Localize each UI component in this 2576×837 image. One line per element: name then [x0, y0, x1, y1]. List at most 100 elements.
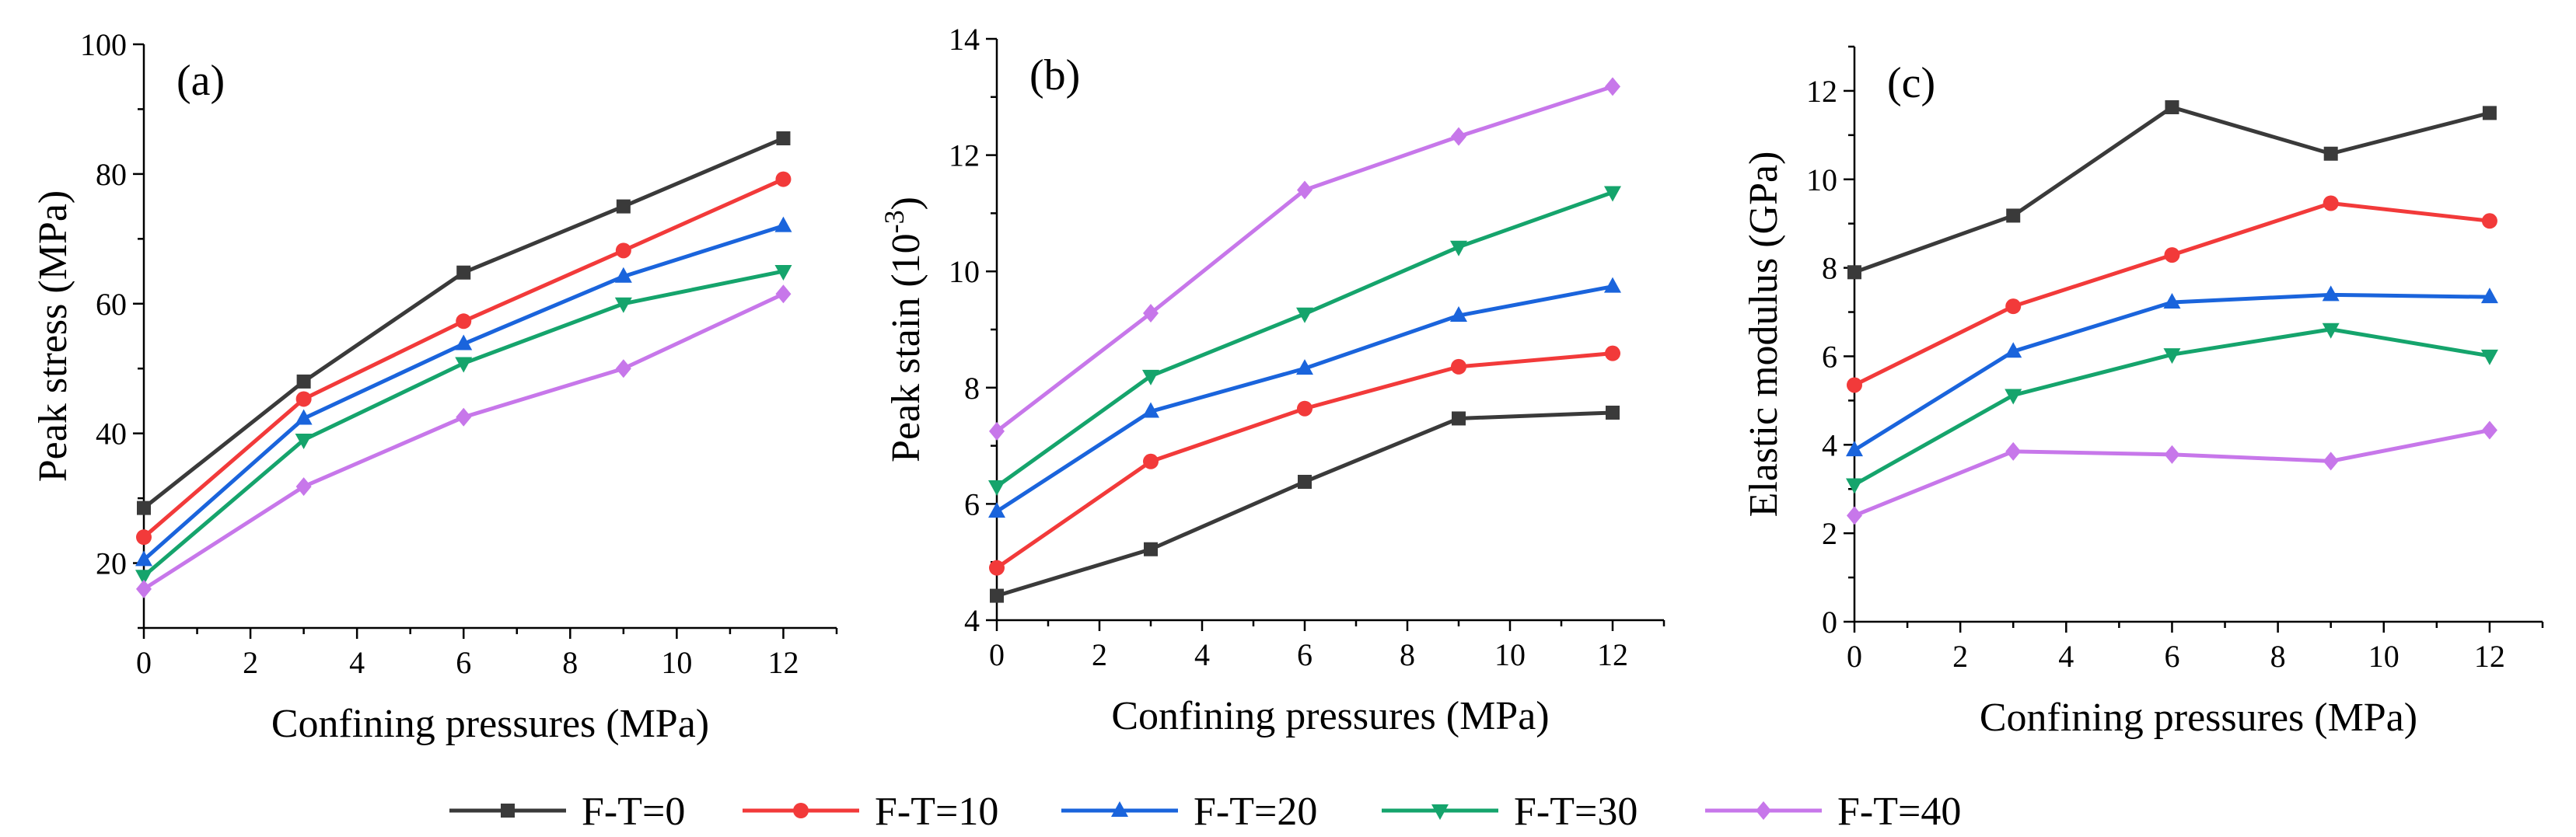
- data-point: [1450, 240, 1467, 256]
- data-point: [1142, 369, 1159, 385]
- data-point: [2006, 208, 2021, 223]
- legend-label: F-T=20: [1194, 790, 1317, 834]
- data-point: [1847, 377, 1862, 393]
- y-tick-label: 100: [80, 27, 127, 62]
- data-point: [2164, 247, 2180, 263]
- series-f-t-40: [989, 77, 1620, 441]
- y-axis-title: Elastic modulus (GPa): [1742, 152, 1786, 518]
- data-point: [2481, 213, 2497, 229]
- x-axis-title: Confining pressures (MPa): [271, 702, 709, 746]
- data-point: [988, 480, 1005, 496]
- data-point: [616, 199, 631, 214]
- y-tick-label: 20: [96, 546, 127, 581]
- panel-label: (a): [177, 57, 225, 105]
- x-tick-label: 6: [1297, 637, 1312, 672]
- x-tick-label: 2: [1952, 639, 1968, 674]
- x-tick-label: 8: [1400, 637, 1415, 672]
- data-point: [1846, 478, 1863, 494]
- x-tick-label: 6: [456, 645, 471, 680]
- data-point: [2005, 389, 2022, 405]
- data-point: [1451, 358, 1466, 375]
- y-tick-label: 6: [964, 487, 980, 521]
- legend-item-f-t-40: F-T=40: [1705, 790, 1961, 834]
- y-tick-label: 4: [964, 603, 980, 638]
- series-f-t-40: [1847, 420, 2497, 525]
- data-point: [1451, 127, 1466, 146]
- data-point: [1297, 400, 1312, 417]
- data-point: [1847, 506, 1862, 525]
- panel-label: (b): [1029, 51, 1080, 99]
- series-f-t-10: [989, 345, 1620, 576]
- data-point: [2164, 445, 2180, 464]
- series-f-t-30: [988, 186, 1621, 496]
- x-tick-label: 4: [1194, 637, 1210, 672]
- y-tick-label: 12: [1806, 74, 1837, 109]
- y-tick-label: 14: [949, 22, 980, 57]
- y-tick-label: 10: [949, 254, 980, 289]
- series-f-t-0: [1847, 99, 2497, 280]
- data-point: [1452, 411, 1466, 426]
- data-point: [136, 579, 152, 598]
- data-point: [2005, 441, 2022, 461]
- data-point: [2482, 106, 2497, 120]
- data-point: [2163, 293, 2181, 309]
- legend-item-f-t-20: F-T=20: [1061, 790, 1317, 834]
- data-point: [2323, 452, 2339, 471]
- data-point: [456, 265, 471, 280]
- y-axis-title: Peak stain (10-3): [879, 197, 928, 462]
- series-line: [1854, 428, 2490, 518]
- data-point: [1847, 265, 1861, 280]
- series-f-t-0: [137, 131, 791, 515]
- data-point: [2481, 420, 2497, 440]
- series-f-t-40: [136, 284, 792, 598]
- data-point: [1606, 405, 1620, 420]
- y-tick-label: 10: [1806, 162, 1837, 197]
- series-f-t-20: [988, 277, 1621, 518]
- data-point: [2005, 298, 2022, 315]
- series-f-t-20: [135, 216, 792, 567]
- chart-panel-a: 0 2 4 6 8 10 12 20 40 60 80 100 (a) Confining pressur…: [31, 27, 838, 746]
- data-point: [2323, 195, 2339, 211]
- data-point: [2480, 288, 2498, 304]
- data-point: [989, 560, 1005, 576]
- y-tick-label: 40: [96, 417, 127, 452]
- data-point: [775, 171, 792, 187]
- y-axis-title-text: Peak stress (MPa): [31, 190, 75, 483]
- y-tick-label: 8: [964, 371, 980, 406]
- legend-label: F-T=0: [582, 790, 685, 834]
- legend-label: F-T=10: [875, 790, 998, 834]
- y-axis-title-text: Elastic modulus (GPa): [1742, 152, 1786, 518]
- legend-item-f-t-10: F-T=10: [743, 790, 998, 834]
- x-tick-label: 2: [1092, 637, 1107, 672]
- data-point: [1298, 474, 1312, 489]
- series-f-t-10: [136, 171, 792, 546]
- legend-marker: [1756, 801, 1771, 820]
- data-point: [2322, 285, 2340, 302]
- y-axis-title-superscript: -3: [879, 210, 910, 233]
- data-point: [1296, 307, 1313, 323]
- data-point: [615, 359, 631, 378]
- y-tick-label: 12: [949, 138, 980, 173]
- data-point: [1846, 441, 1863, 457]
- data-point: [295, 391, 312, 407]
- legend-item-f-t-30: F-T=30: [1382, 790, 1638, 834]
- legend-label: F-T=40: [1837, 790, 1961, 834]
- x-tick-label: 4: [2058, 639, 2074, 674]
- y-axis-title-text: Peak stain (10: [884, 233, 928, 462]
- y-tick-label: 6: [1822, 339, 1837, 374]
- data-point: [455, 334, 473, 350]
- x-axis-title: Confining pressures (MPa): [1980, 696, 2417, 740]
- data-point: [774, 216, 792, 232]
- data-point: [295, 477, 312, 497]
- data-point: [775, 284, 792, 304]
- x-tick-label: 0: [136, 645, 152, 680]
- data-point: [295, 409, 313, 425]
- x-axis-title: Confining pressures (MPa): [1111, 694, 1549, 738]
- series-line: [995, 190, 1613, 488]
- series-line: [1853, 292, 2490, 452]
- data-point: [137, 500, 151, 515]
- data-point: [1144, 542, 1158, 556]
- y-axis-title-end: ): [884, 197, 928, 210]
- x-tick-label: 4: [349, 645, 365, 680]
